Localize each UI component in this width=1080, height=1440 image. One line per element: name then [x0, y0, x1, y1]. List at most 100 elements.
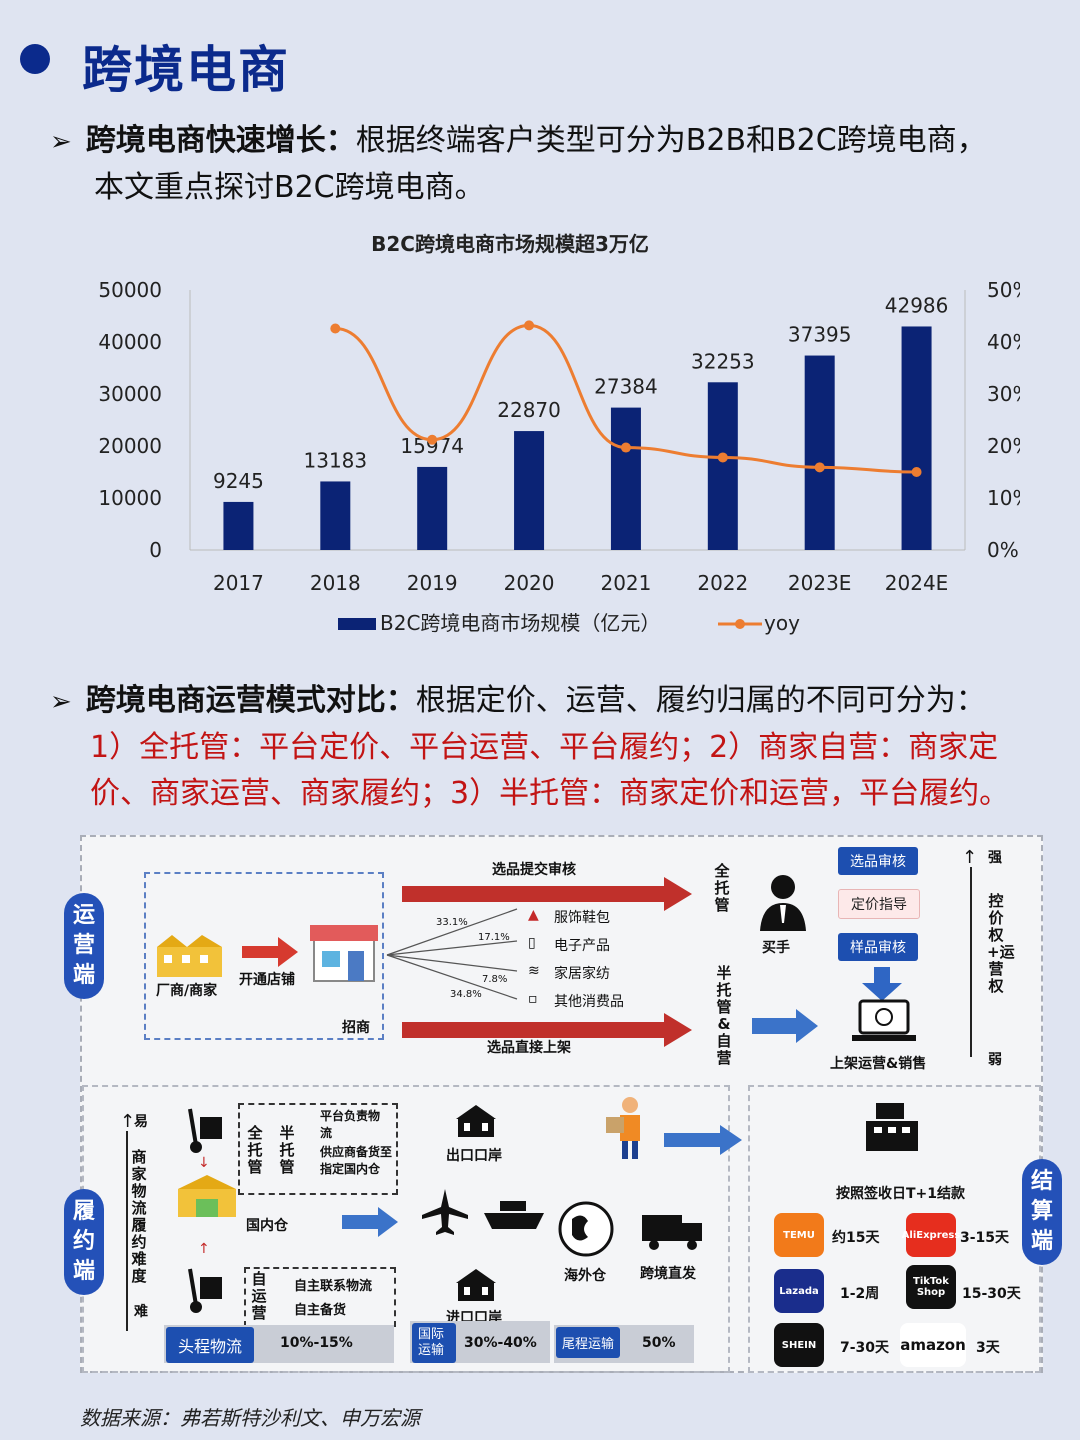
bottom-flow-label: 选品直接上架: [487, 1040, 571, 1056]
merchant-label: 厂商/商家: [156, 983, 218, 999]
shein-logo: SHEIN: [774, 1323, 824, 1367]
buyer-icon: [760, 875, 806, 931]
export-port-label: 出口口岸: [446, 1148, 502, 1164]
yoy-point: [427, 434, 438, 445]
x-tick-label: 2021: [600, 571, 651, 595]
settle-title: 按照签收日T+1结款: [836, 1186, 966, 1202]
aliexpress-days: 3-15天: [960, 1230, 1010, 1246]
full-custody-vertical: 全托管: [247, 1124, 263, 1176]
legend-line-marker: [735, 619, 745, 629]
lazada-logo-text: Lazada: [779, 1285, 819, 1297]
top-flow-arrow: [402, 877, 692, 911]
intl-pct: 30%-40%: [464, 1335, 537, 1351]
amazon-logo-text: amazon: [900, 1336, 966, 1354]
x-tick-label: 2024E: [885, 571, 949, 595]
x-tick-label: 2022: [697, 571, 748, 595]
difficulty-easy: 易: [134, 1114, 148, 1130]
y-left-tick: 30000: [98, 382, 162, 406]
legend-bar-swatch: [338, 618, 376, 630]
category-pct-4: 34.8%: [450, 989, 482, 1000]
arrow-bullet-icon: ➢: [50, 687, 72, 717]
bar-value-label: 9245: [213, 469, 264, 493]
category-pct-2: 17.1%: [478, 932, 510, 943]
yoy-point: [911, 467, 922, 477]
fulfill-tag: 履约端: [64, 1189, 104, 1295]
first-mile-label: 头程物流: [166, 1327, 255, 1363]
settle-panel: 按照签收日T+1结款 TEMU 约15天 AliExpress 3-15天 La…: [748, 1085, 1041, 1373]
platform-logistics: 平台负责物流: [320, 1109, 381, 1140]
bar: [804, 355, 835, 550]
category-pct-1: 33.1%: [436, 917, 468, 928]
y-right-tick: 20%: [987, 434, 1020, 458]
bar: [707, 382, 738, 550]
operation-model-diagram: 厂商/商家 开通店铺 招商 33.1% 17.1% 7.8% 34.8% ▲ ▯…: [64, 835, 1062, 1373]
recruit-label: 招商: [342, 1020, 370, 1036]
category-name-4: 其他消费品: [554, 994, 624, 1010]
control-axis-line: [970, 867, 972, 1057]
bullet-growth: ➢ 跨境电商快速增长：根据终端客户类型可分为B2B和B2C跨境电商， 本文重点探讨…: [50, 118, 1050, 211]
home-textile-icon: ≋: [528, 963, 540, 979]
lazada-days: 1-2周: [840, 1286, 880, 1302]
last-mile-label: 尾程运输: [556, 1327, 621, 1358]
settle-arrow-icon: [664, 1125, 742, 1155]
source-note: 数据来源：弗若斯特沙利文、申万宏源: [80, 1406, 420, 1430]
bullet-models: ➢ 跨境电商运营模式对比：根据定价、运营、履约归属的不同可分为： 1）全托管：平台…: [50, 678, 1070, 817]
category-fan-lines: [386, 908, 518, 1000]
bullet-models-text: 根据定价、运营、履约归属的不同可分为：: [415, 683, 986, 718]
self-item-2: 自主备货: [294, 1303, 347, 1318]
dress-icon: ▲: [528, 907, 539, 923]
ship-icon: [484, 1201, 544, 1229]
bar-value-label: 42986: [885, 293, 949, 317]
semi-self-label: 半托管&自营: [716, 964, 732, 1067]
bar-value-label: 13183: [304, 448, 368, 472]
bar: [514, 431, 545, 550]
bullet-models-heading: 跨境电商运营模式对比：: [85, 683, 416, 718]
category-name-3: 家居家纺: [554, 966, 610, 982]
top-flow-label: 选品提交审核: [492, 862, 576, 878]
bar-value-label: 37395: [788, 323, 852, 347]
bullet-models-red1: 1）全托管：平台定价、平台运营、平台履约；2）商家自营：商家定: [90, 730, 999, 765]
cash-register-icon: [866, 1103, 918, 1151]
intl-label: 国际运输: [412, 1323, 456, 1363]
market-size-chart: B2C跨境电商市场规模超3万亿 0 10000 20000 30000 40000 5000…: [98, 232, 1020, 635]
hand-truck-icon: [188, 1108, 222, 1153]
bar-value-label: 32253: [691, 349, 755, 373]
airplane-icon: [422, 1189, 468, 1235]
courier-icon: [606, 1097, 640, 1159]
red-arrow-icon: [242, 937, 298, 967]
difficulty-axis-line: [126, 1131, 128, 1331]
legend-line-label: yoy: [764, 611, 800, 635]
y-right-tick: 50%: [987, 278, 1020, 302]
store-icon: [310, 925, 378, 982]
first-mile-pct: 10%-15%: [280, 1335, 353, 1351]
control-weak: 弱: [988, 1052, 1002, 1068]
blue-right-arrow-icon: [342, 1207, 398, 1237]
x-tick-label: 2017: [213, 571, 264, 595]
laptop-icon: [852, 999, 916, 1041]
bottom-flow-arrow: [402, 1013, 692, 1047]
blue-arrow-icon: [752, 1009, 818, 1043]
difficulty-label: 商家物流履约难度: [131, 1148, 147, 1285]
page-title: 跨境电商: [82, 41, 290, 99]
chart-title: B2C跨境电商市场规模超3万亿: [371, 232, 649, 256]
yoy-point: [524, 320, 535, 331]
bullet-growth-text: 根据终端客户类型可分为B2B和B2C跨境电商，: [355, 123, 987, 158]
tiktok-days: 15-30天: [962, 1286, 1021, 1302]
factory-icon: [157, 935, 222, 977]
bullet-models-red2: 价、商家运营、商家履约；3）半托管：商家定价和运营，平台履约。: [90, 776, 1010, 811]
temu-logo: TEMU: [774, 1213, 824, 1257]
bar: [223, 501, 254, 550]
self-item-1: 自主联系物流: [294, 1279, 373, 1294]
aliexpress-logo: AliExpress: [902, 1213, 960, 1257]
category-name-1: 服饰鞋包: [554, 910, 610, 926]
ops-tag: 运营端: [64, 893, 104, 999]
arrow-bullet-icon: ➢: [50, 127, 72, 157]
globe-icon: [558, 1201, 614, 1257]
self-op-vertical: 自运营: [251, 1270, 267, 1322]
title-bullet-dot: [20, 44, 50, 74]
warehouse-icon: [178, 1175, 236, 1217]
up-arrow-small-icon: ↑: [198, 1241, 210, 1257]
down-arrow-icon: [862, 967, 902, 1001]
y-right-tick: 40%: [987, 330, 1020, 354]
full-custody-label: 全托管: [714, 862, 730, 914]
